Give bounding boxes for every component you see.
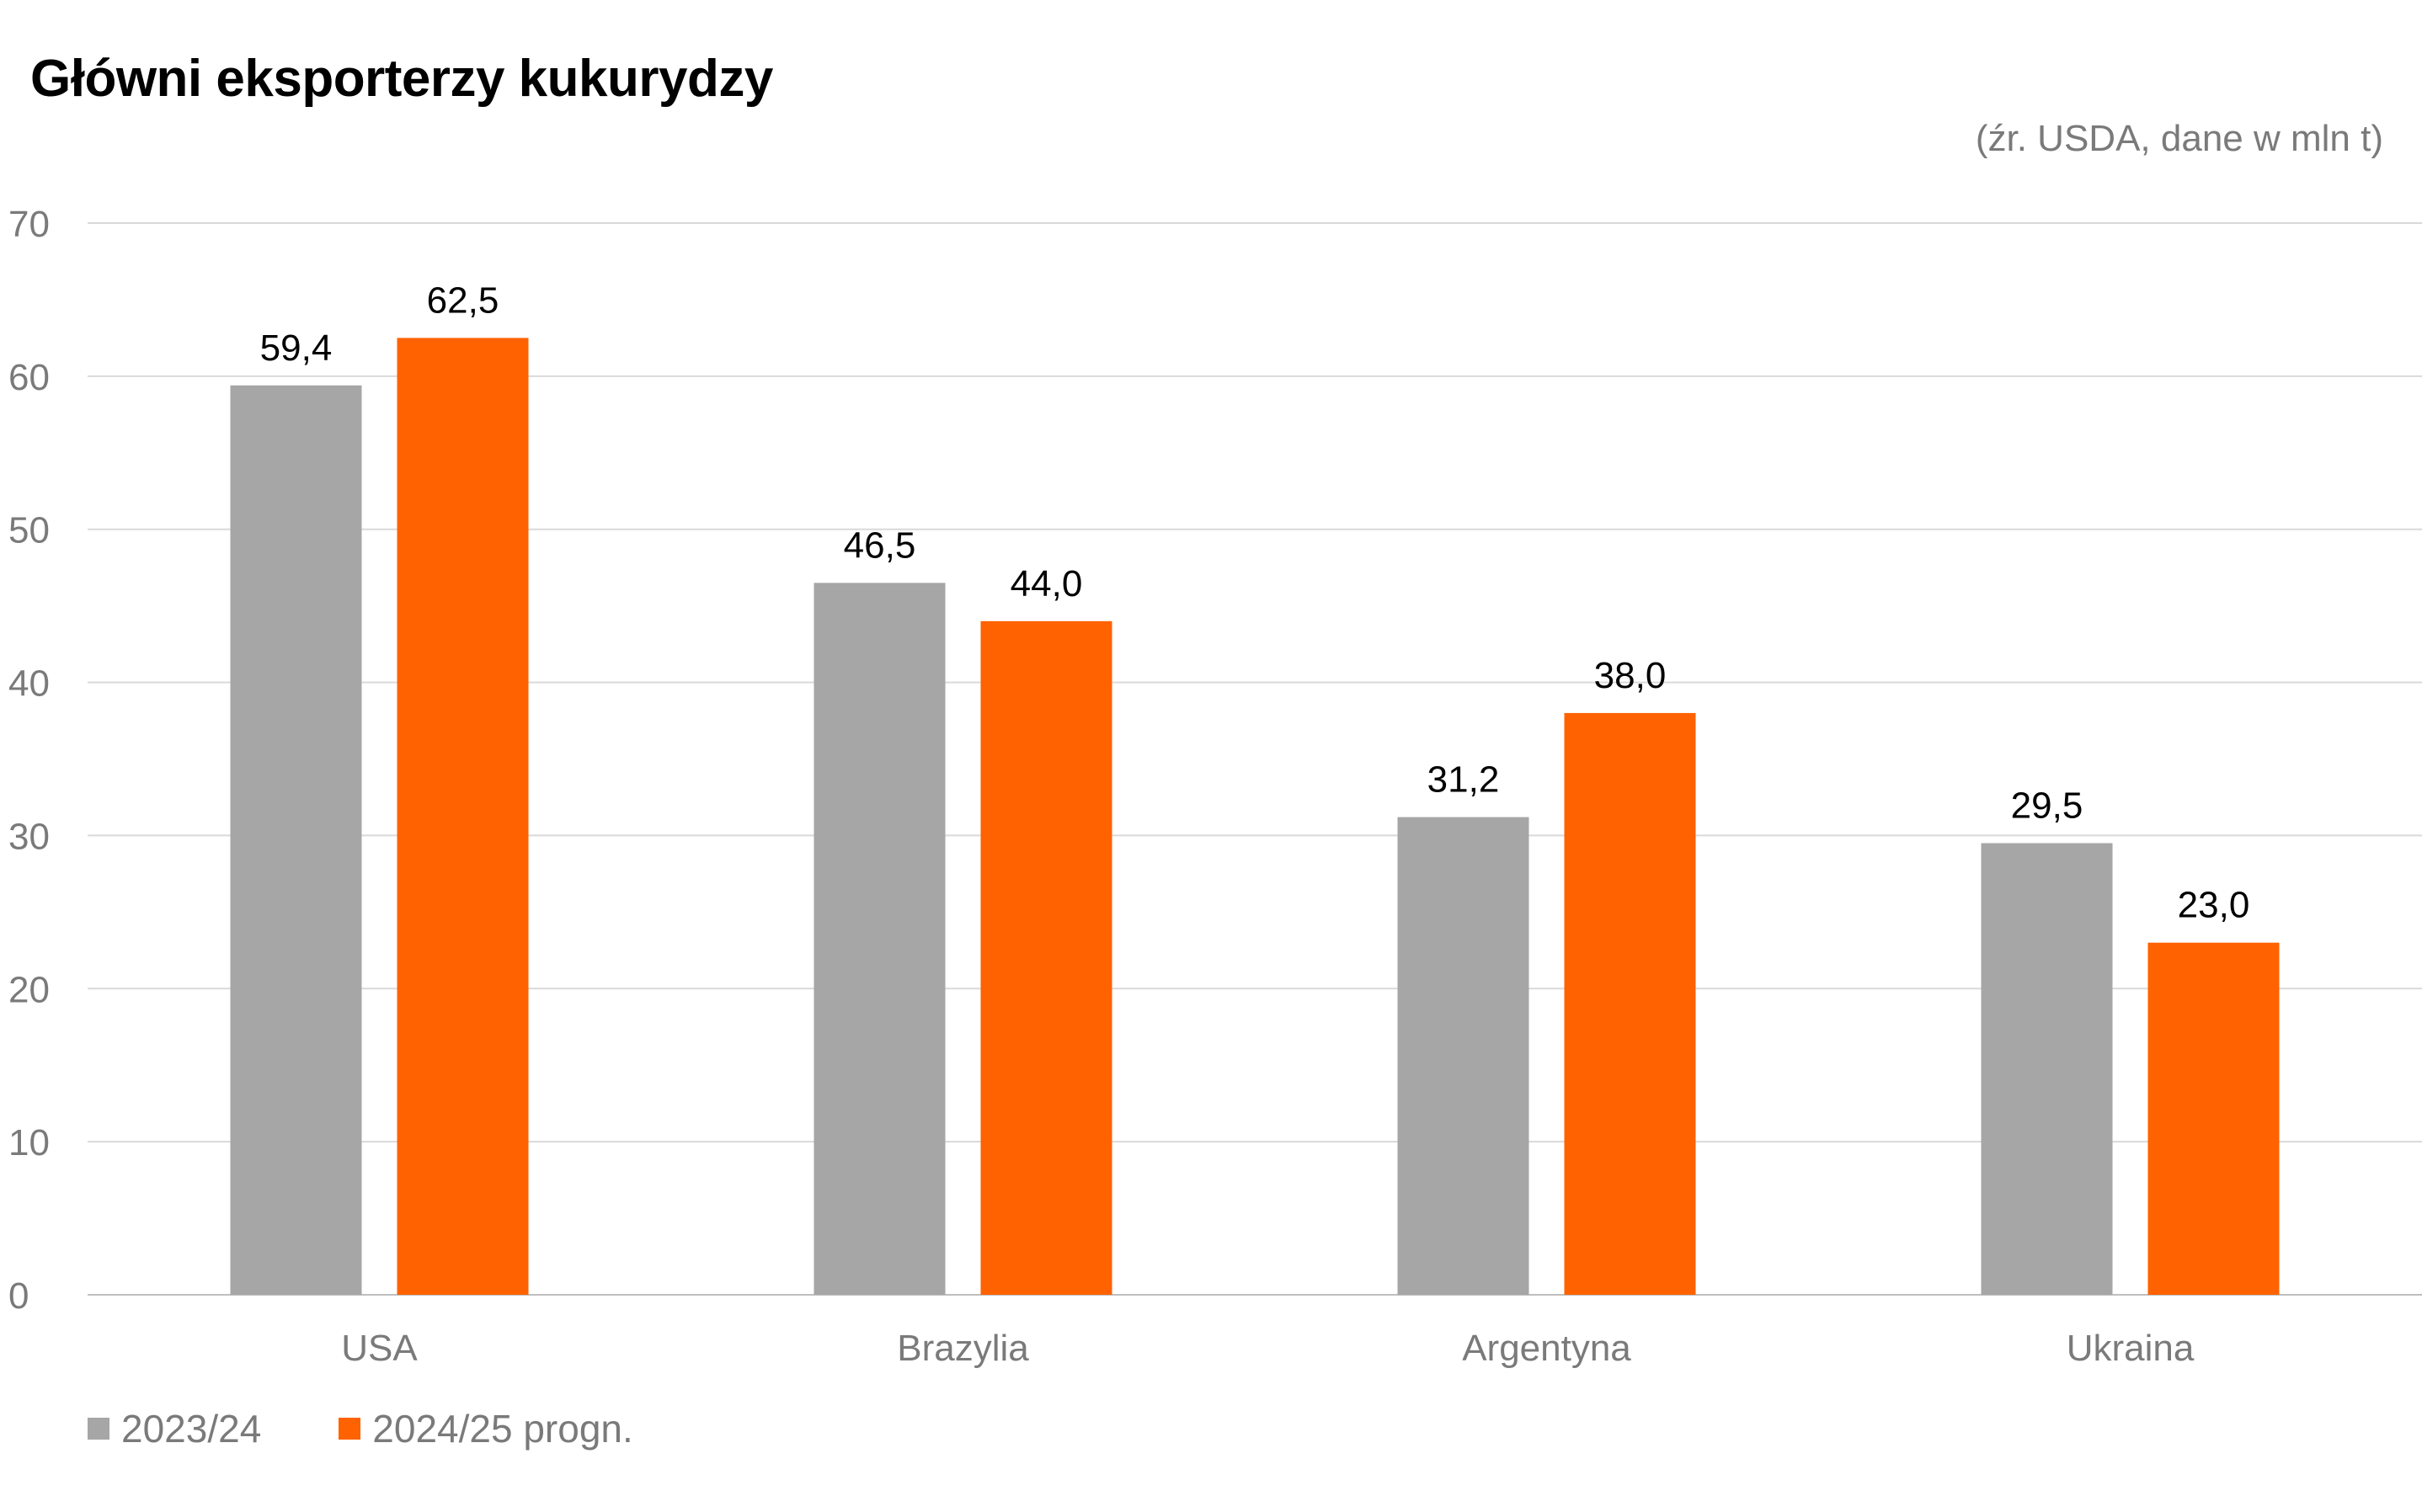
bar-argentyna-series-1 [1564, 712, 1696, 1295]
x-category-label: USA [341, 1328, 418, 1369]
x-axis-categories: USA Brazylia Argentyna Ukraina [341, 1328, 2195, 1369]
data-label: 46,5 [844, 524, 916, 566]
legend-label-2023-24: 2023/24 [121, 1407, 262, 1451]
data-label: 31,2 [1427, 759, 1500, 801]
legend-item-2024-25: 2024/25 progn. [339, 1406, 633, 1451]
bar-ukraina-series-0 [1981, 843, 2113, 1295]
data-label: 44,0 [1011, 563, 1083, 604]
data-label: 23,0 [2178, 885, 2250, 926]
bar-ukraina-series-1 [2147, 942, 2280, 1295]
bars [230, 338, 2280, 1296]
data-label: 59,4 [260, 327, 333, 369]
y-tick-label: 0 [8, 1275, 29, 1317]
data-label: 38,0 [1594, 655, 1667, 696]
y-tick-label: 30 [8, 816, 50, 857]
bar-brazylia-series-0 [814, 583, 946, 1295]
data-label: 62,5 [427, 280, 499, 321]
y-tick-label: 20 [8, 969, 50, 1010]
legend-swatch-gray [88, 1418, 109, 1440]
bar-brazylia-series-1 [980, 620, 1112, 1295]
x-category-label: Argentyna [1462, 1328, 1631, 1369]
chart-title: Główni eksporterzy kukurydzy [30, 50, 773, 108]
y-tick-label: 70 [8, 204, 50, 245]
y-axis-ticks: 0 10 20 30 40 50 60 70 [8, 204, 50, 1317]
data-label: 29,5 [2011, 785, 2083, 827]
y-tick-label: 50 [8, 510, 50, 551]
data-labels: 59,4 62,5 46,5 44,0 31,2 38,0 29,5 23,0 [260, 280, 2250, 925]
y-tick-label: 40 [8, 663, 50, 705]
legend: 2023/24 2024/25 progn. [88, 1406, 633, 1451]
legend-swatch-orange [339, 1418, 361, 1440]
x-category-label: Brazylia [897, 1328, 1029, 1369]
bar-usa-series-1 [397, 338, 529, 1296]
legend-label-2024-25: 2024/25 progn. [372, 1407, 633, 1451]
x-category-label: Ukraina [2067, 1328, 2195, 1369]
bar-argentyna-series-0 [1397, 817, 1529, 1295]
y-tick-label: 60 [8, 357, 50, 398]
y-tick-label: 10 [8, 1122, 50, 1163]
legend-item-2023-24: 2023/24 [88, 1406, 261, 1451]
chart-subtitle: (źr. USDA, dane w mln t) [1975, 118, 2383, 159]
bar-usa-series-0 [230, 385, 362, 1296]
